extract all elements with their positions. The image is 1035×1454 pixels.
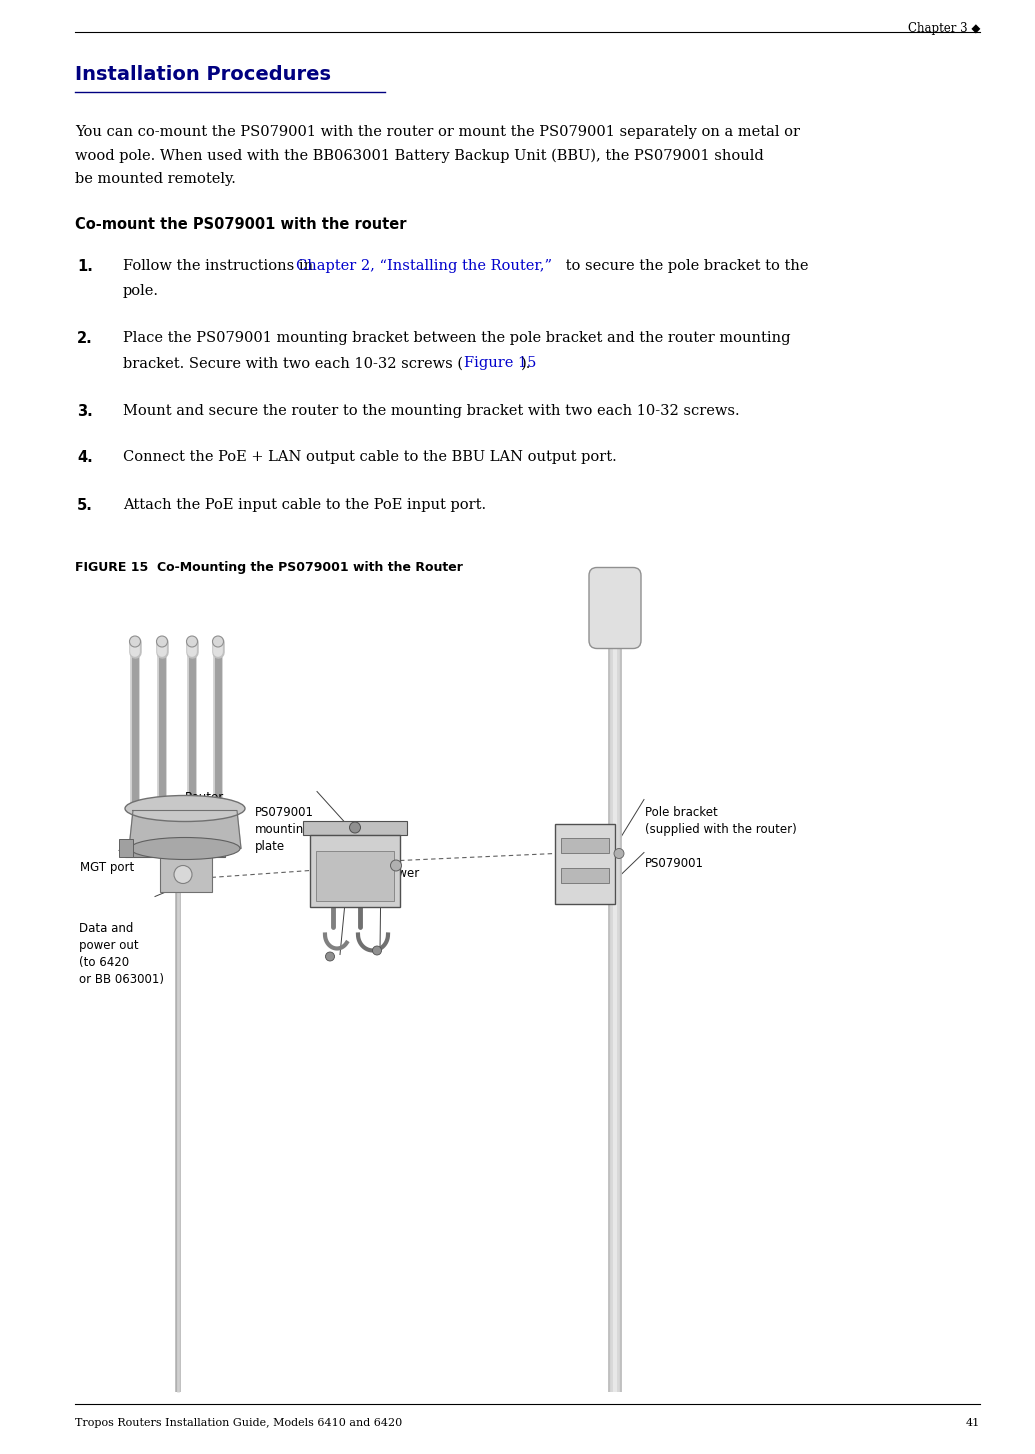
Text: PS079001
mounting
plate: PS079001 mounting plate	[255, 806, 314, 852]
Bar	[125, 849, 225, 856]
Text: 41: 41	[966, 1418, 980, 1428]
Circle shape	[212, 635, 224, 647]
Text: Pole bracket
(supplied with the router): Pole bracket (supplied with the router)	[645, 806, 797, 836]
Bar	[561, 838, 609, 852]
Circle shape	[350, 822, 360, 833]
Text: Tropos Routers Installation Guide, Models 6410 and 6420: Tropos Routers Installation Guide, Model…	[75, 1418, 403, 1428]
Text: pole.: pole.	[123, 285, 159, 298]
Circle shape	[174, 865, 193, 884]
Circle shape	[325, 952, 334, 961]
Text: Chapter 2, “Installing the Router,”: Chapter 2, “Installing the Router,”	[296, 259, 552, 273]
Circle shape	[186, 635, 198, 647]
Circle shape	[156, 635, 168, 647]
Text: 3.: 3.	[77, 404, 93, 419]
Bar	[160, 856, 212, 891]
Text: 5.: 5.	[77, 497, 93, 512]
Bar	[310, 835, 400, 906]
Text: be mounted remotely.: be mounted remotely.	[75, 172, 236, 186]
Circle shape	[129, 635, 141, 647]
Bar	[555, 823, 615, 903]
Text: Connect the PoE + LAN output cable to the BBU LAN output port.: Connect the PoE + LAN output cable to th…	[123, 451, 617, 464]
Text: 2.: 2.	[77, 332, 93, 346]
Text: Router: Router	[185, 791, 225, 804]
Ellipse shape	[125, 795, 245, 822]
Bar	[303, 820, 407, 835]
Circle shape	[614, 849, 624, 858]
Text: FIGURE 15: FIGURE 15	[75, 560, 148, 573]
Bar	[561, 868, 609, 883]
Text: Figure 15: Figure 15	[465, 356, 537, 371]
Text: wood pole. When used with the BB063001 Battery Backup Unit (BBU), the PS079001 s: wood pole. When used with the BB063001 B…	[75, 148, 764, 163]
FancyBboxPatch shape	[589, 567, 641, 648]
Text: You can co-mount the PS079001 with the router or mount the PS079001 separately o: You can co-mount the PS079001 with the r…	[75, 125, 800, 140]
Text: 4.: 4.	[77, 451, 93, 465]
Text: Place the PS079001 mounting bracket between the pole bracket and the router moun: Place the PS079001 mounting bracket betw…	[123, 332, 791, 346]
Text: Data and
power out
(to 6420
or BB 063001): Data and power out (to 6420 or BB 063001…	[79, 922, 164, 986]
Circle shape	[390, 859, 402, 871]
Bar	[316, 851, 394, 900]
Ellipse shape	[130, 838, 240, 859]
Text: 1.: 1.	[77, 259, 93, 275]
Circle shape	[373, 947, 382, 955]
Polygon shape	[129, 810, 241, 849]
Text: bracket. Secure with two each 10-32 screws (: bracket. Secure with two each 10-32 scre…	[123, 356, 463, 371]
Text: ).: ).	[521, 356, 531, 371]
Text: PS079001: PS079001	[645, 856, 704, 869]
Text: Installation Procedures: Installation Procedures	[75, 65, 331, 84]
Text: Attach the PoE input cable to the PoE input port.: Attach the PoE input cable to the PoE in…	[123, 497, 486, 512]
Text: Chapter 3 ◆: Chapter 3 ◆	[908, 22, 980, 35]
Text: to secure the pole bracket to the: to secure the pole bracket to the	[561, 259, 808, 273]
Text: MGT port: MGT port	[80, 861, 135, 874]
Text: Mount and secure the router to the mounting bracket with two each 10-32 screws.: Mount and secure the router to the mount…	[123, 404, 740, 417]
Text: Follow the instructions in: Follow the instructions in	[123, 259, 318, 273]
Text: AC power
input: AC power input	[363, 867, 419, 897]
Text: Co-Mounting the PS079001 with the Router: Co-Mounting the PS079001 with the Router	[157, 560, 463, 573]
Bar	[119, 839, 134, 856]
Text: Co-mount the PS079001 with the router: Co-mount the PS079001 with the router	[75, 218, 407, 233]
Text: Data in: Data in	[327, 859, 369, 872]
